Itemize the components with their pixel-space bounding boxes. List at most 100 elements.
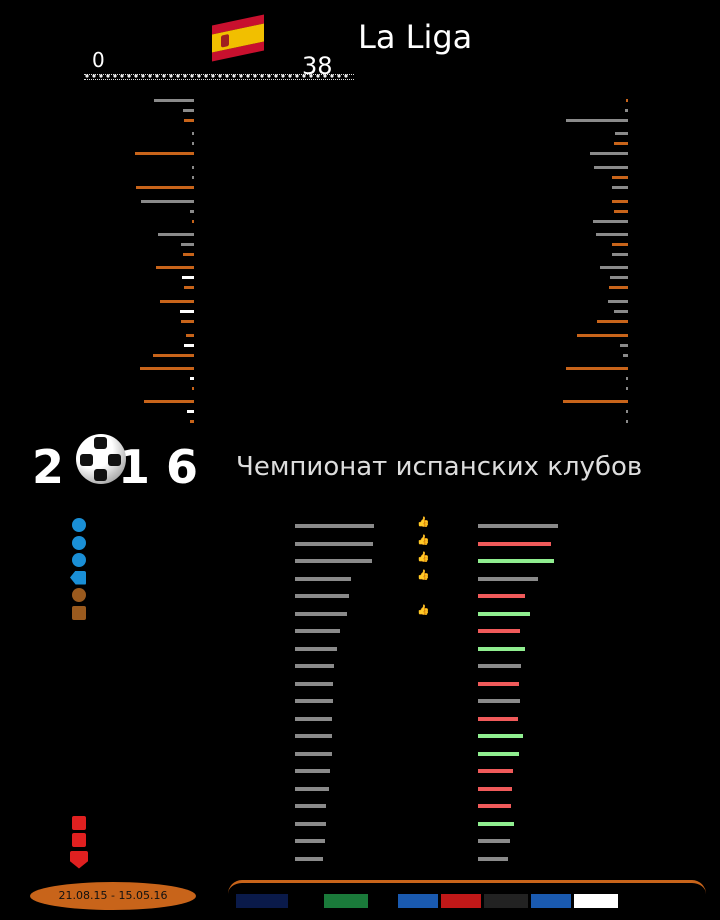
round-marker [267, 74, 271, 78]
round-marker [330, 74, 334, 78]
round-marker [288, 74, 292, 78]
round-marker [148, 74, 152, 78]
left-prob-bar [160, 300, 194, 303]
round-marker [323, 74, 327, 78]
points-bar [295, 786, 329, 791]
left-prob-bar [192, 176, 194, 179]
points-bar [295, 839, 326, 843]
left-prob-bar [181, 320, 194, 323]
left-prob-bar [183, 109, 194, 112]
right-prob-bar [626, 99, 628, 102]
right-prob-bar [609, 276, 628, 279]
percent-bar [478, 716, 518, 721]
football-icon [76, 434, 126, 484]
percent-bar [478, 541, 552, 546]
right-prob-bar [626, 387, 628, 390]
right-prob-bar [612, 176, 628, 179]
position-badge [72, 815, 86, 830]
right-prob-bar [619, 344, 628, 347]
season-subtitle: Чемпионат испанских клубов [236, 452, 643, 482]
right-prob-bar [576, 334, 628, 337]
percent-bar [478, 524, 558, 528]
thumbs-up-icon: 👍 [417, 517, 430, 528]
right-prob-bar [614, 142, 628, 145]
left-prob-bar [192, 132, 194, 135]
right-prob-bar [622, 354, 628, 357]
points-bar [295, 559, 372, 563]
points-bar [295, 594, 349, 598]
position-badge [72, 553, 86, 567]
right-prob-bar [609, 286, 628, 289]
percent-bar [478, 751, 520, 756]
thumbs-up-icon: 👍 [417, 604, 430, 616]
round-marker [120, 74, 124, 78]
points-bar [295, 629, 341, 633]
left-prob-bar [140, 367, 194, 370]
round-marker [85, 74, 89, 78]
round-marker [295, 74, 299, 78]
left-prob-bar [185, 334, 194, 337]
left-prob-bar [192, 142, 194, 145]
left-prob-bar [191, 387, 194, 390]
points-bar [295, 646, 337, 651]
percent-bar [478, 646, 525, 651]
round-marker [239, 74, 243, 78]
percent-bar [478, 734, 523, 738]
bookmaker-logo [574, 894, 618, 908]
round-marker [260, 74, 264, 78]
position-badge [70, 570, 86, 585]
percent-bar [478, 804, 512, 808]
right-prob-bar [626, 410, 628, 413]
points-bar [295, 664, 335, 668]
left-prob-bar [140, 200, 194, 203]
round-marker [316, 74, 320, 78]
left-prob-bar [180, 310, 194, 313]
left-prob-bar [136, 186, 194, 189]
left-prob-bar [184, 286, 194, 289]
right-prob-bar [613, 210, 628, 213]
bookmaker-logo [398, 894, 438, 908]
round-marker [232, 74, 236, 78]
percent-bar [478, 786, 513, 791]
thumbs-up-icon: 👍 [417, 534, 430, 546]
right-prob-bar [566, 367, 628, 370]
right-prob-bar [615, 132, 628, 135]
right-prob-bar [611, 253, 628, 256]
right-prob-bar [596, 320, 628, 323]
left-prob-bar [187, 410, 194, 413]
round-marker [218, 74, 222, 78]
percent-bar [478, 681, 519, 686]
percent-bar [478, 821, 514, 826]
left-prob-bar [184, 119, 194, 122]
bookmaker-logo [371, 894, 395, 908]
left-prob-bar [154, 99, 194, 102]
percent-bar [478, 611, 530, 616]
points-bar [295, 611, 348, 616]
round-marker [99, 74, 103, 78]
right-prob-bar [614, 310, 628, 313]
left-prob-bar [192, 166, 194, 169]
right-prob-bar [612, 186, 628, 189]
round-marker [169, 74, 173, 78]
round-marker [113, 74, 117, 78]
round-marker [253, 74, 257, 78]
points-bar [295, 821, 327, 826]
round-marker [183, 74, 187, 78]
spain-flag-icon [212, 14, 264, 62]
points-bar [295, 804, 327, 808]
round-marker [337, 74, 341, 78]
left-prob-bar [190, 377, 194, 380]
left-prob-bar [181, 243, 194, 246]
left-prob-bar [182, 253, 194, 256]
points-bar [295, 769, 330, 773]
round-marker [134, 74, 138, 78]
right-prob-bar [592, 220, 628, 223]
percent-bar [478, 576, 539, 581]
round-marker [176, 74, 180, 78]
bookmaker-logo [291, 894, 321, 908]
points-bar [295, 524, 375, 528]
round-marker [281, 74, 285, 78]
points-bar [295, 751, 332, 756]
bookmaker-logo [531, 894, 571, 908]
round-marker [246, 74, 250, 78]
